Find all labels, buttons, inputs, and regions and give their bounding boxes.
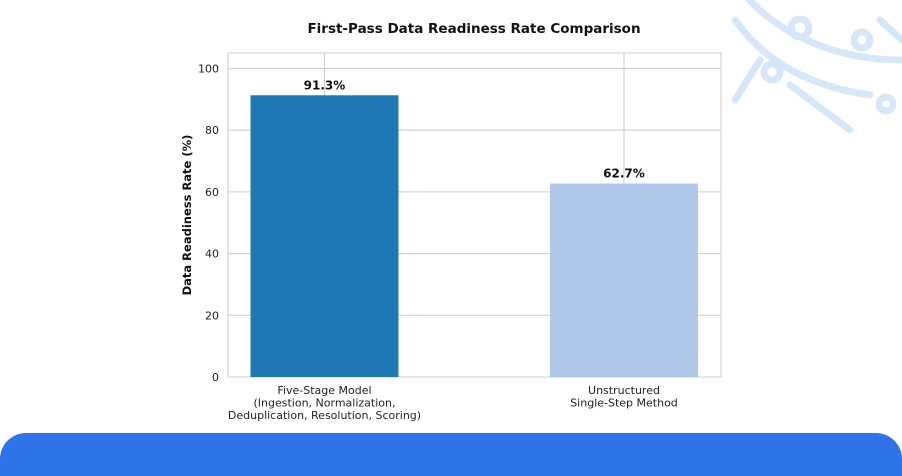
- x-tick-label: Five-Stage Model (Ingestion, Normalizatio…: [228, 384, 421, 422]
- data-label: 91.3%: [304, 78, 346, 92]
- x-axis-labels: Five-Stage Model (Ingestion, Normalizatio…: [228, 384, 678, 422]
- y-tick-label: 40: [205, 248, 219, 261]
- bars: [250, 95, 698, 377]
- footer-bar: [0, 433, 902, 476]
- y-tick-label: 0: [212, 371, 219, 384]
- bar: [550, 183, 698, 377]
- chart-title: First-Pass Data Readiness Rate Compariso…: [307, 21, 640, 37]
- bar: [250, 95, 399, 377]
- y-tick-label: 100: [198, 62, 219, 75]
- data-label: 62.7%: [603, 167, 645, 181]
- y-axis-title: Data Readiness Rate (%): [180, 135, 194, 296]
- y-axis-ticks: 0 20 40 60 80 100: [198, 62, 219, 384]
- data-labels: 91.3% 62.7%: [304, 78, 645, 180]
- y-tick-label: 20: [205, 309, 219, 322]
- y-tick-label: 60: [205, 186, 219, 199]
- y-tick-label: 80: [205, 124, 219, 137]
- x-tick-label: Unstructured Single-Step Method: [570, 384, 678, 410]
